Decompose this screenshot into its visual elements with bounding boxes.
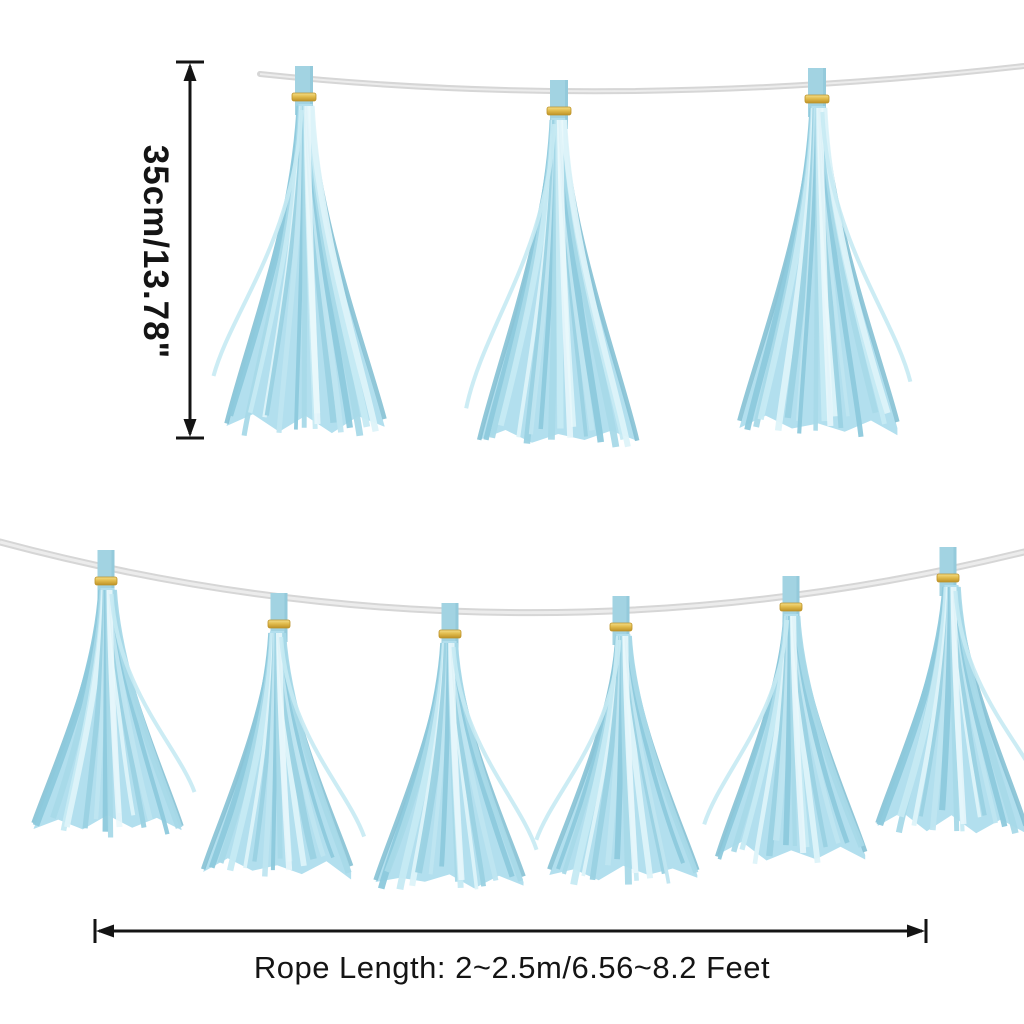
rope-length-label: Rope Length: 2~2.5m/6.56~8.2 Feet [253, 950, 771, 985]
tassel [373, 603, 539, 891]
tassel-strip [939, 547, 957, 596]
gold-ring [609, 622, 633, 632]
tassel [464, 80, 640, 448]
tassel [31, 550, 197, 838]
tassel [534, 596, 700, 886]
tassel-strip [295, 66, 313, 115]
tassel [702, 576, 868, 865]
gold-ring [267, 619, 291, 629]
garlands [0, 63, 1024, 891]
tassel-strip [808, 68, 826, 117]
bottom-garland [0, 538, 1024, 891]
gold-ring [438, 629, 462, 639]
tassel-strip [270, 593, 288, 642]
height-dimension-label: 35cm/13.78" [136, 144, 175, 360]
tassel [875, 547, 1024, 834]
tassel-strip [550, 80, 568, 129]
tassel-strip [441, 603, 459, 652]
tassel-strip [612, 596, 630, 645]
gold-ring [779, 602, 803, 612]
tassel [737, 68, 913, 438]
rope-length-dimension-arrow [93, 919, 928, 943]
tassel-strip [97, 550, 115, 599]
tassel [211, 66, 387, 437]
gold-ring [546, 106, 572, 116]
dimension-arrows [93, 60, 928, 943]
gold-ring [291, 92, 317, 102]
top-garland [211, 63, 1024, 448]
gold-ring [936, 573, 960, 583]
height-dimension-arrow [176, 60, 204, 440]
rope [257, 63, 1024, 95]
tassel [201, 593, 367, 880]
tassel-strip [782, 576, 800, 625]
gold-ring [94, 576, 118, 586]
gold-ring [804, 94, 830, 104]
